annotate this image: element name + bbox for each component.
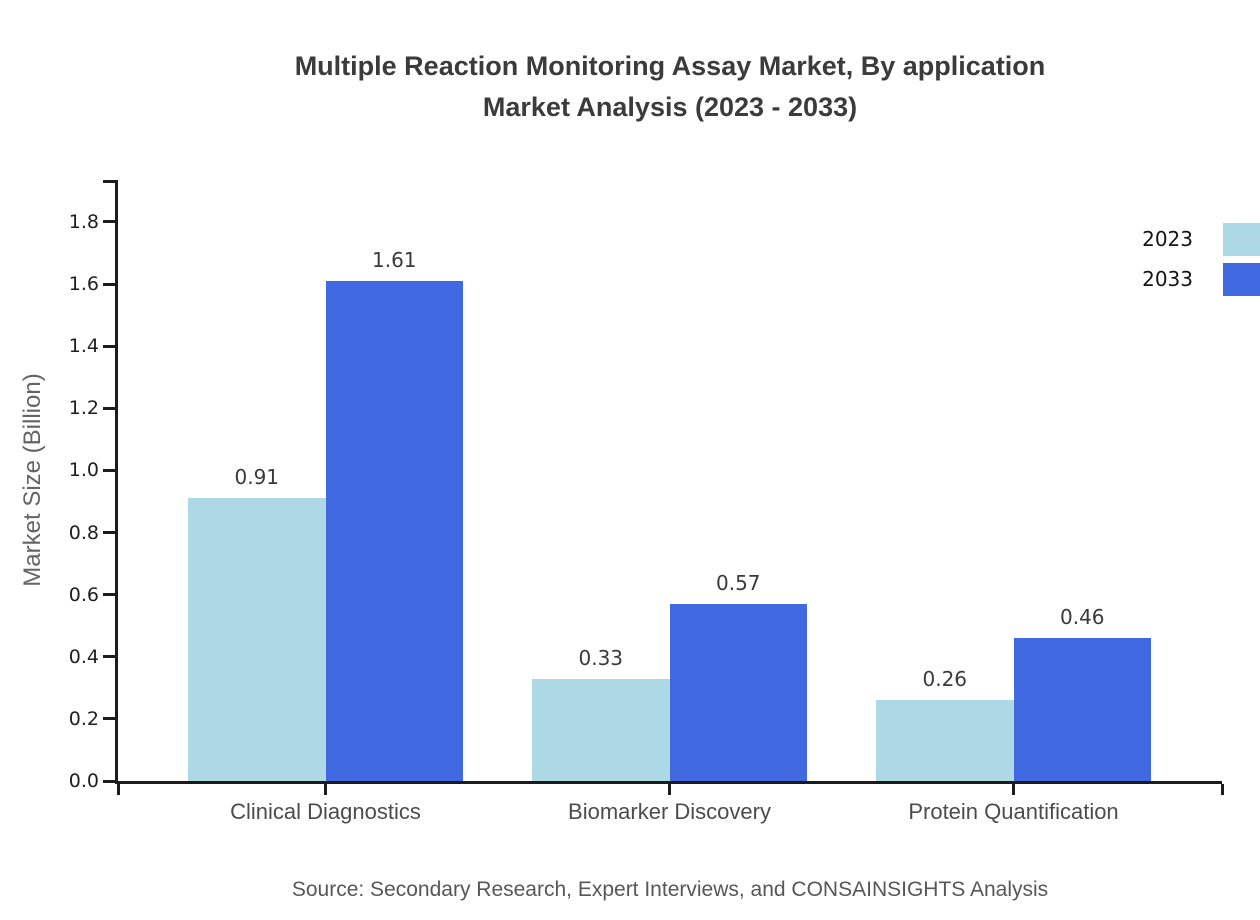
y-tick-label: 1.0	[68, 459, 99, 482]
y-tick-mark	[103, 655, 115, 659]
y-tick-mark	[103, 717, 115, 721]
x-tick-mark	[1012, 784, 1015, 795]
bar-2023-clinical-diagnostics	[188, 498, 326, 781]
y-tick-label: 1.8	[68, 210, 99, 233]
y-tick-label: 0.6	[68, 583, 99, 606]
legend-item-2023: 2023	[1142, 219, 1260, 259]
bar-2023-biomarker-discovery	[532, 678, 670, 781]
x-tick-mark	[668, 784, 671, 795]
y-tick-mark	[103, 593, 115, 597]
bar-2023-protein-quantification	[876, 700, 1014, 781]
legend-swatch-2033	[1223, 262, 1260, 296]
x-category-label: Protein Quantification	[908, 799, 1119, 824]
legend-item-2033: 2033	[1142, 259, 1260, 299]
y-tick-label: 1.2	[68, 397, 99, 420]
y-tick-mark	[103, 406, 115, 410]
x-category-label: Clinical Diagnostics	[230, 799, 421, 824]
y-axis-line	[115, 180, 118, 784]
bar-2033-clinical-diagnostics	[325, 280, 463, 781]
bar-value-label: 1.61	[371, 247, 417, 272]
y-tick-mark	[103, 468, 115, 472]
y-axis-top-cap	[103, 180, 115, 183]
bar-value-label: 0.33	[578, 645, 624, 670]
plot-area: 0.0 0.2 0.4 0.6 0.8 1.0 1.2 1.4 1.6 1.8 0.91 1.61 0…	[69, 180, 1224, 824]
y-tick-label: 0.2	[68, 707, 99, 730]
legend-swatch-2023	[1223, 222, 1260, 256]
y-tick-label: 1.4	[68, 335, 99, 358]
bar-value-label: 0.26	[922, 667, 968, 692]
y-tick-mark	[103, 344, 115, 348]
bar-2033-biomarker-discovery	[669, 603, 807, 781]
legend-label-2023: 2023	[1142, 227, 1193, 251]
y-tick-mark	[103, 531, 115, 535]
bar-value-label: 0.46	[1059, 605, 1105, 630]
legend: 2023 2033	[1142, 219, 1260, 299]
bar-value-label: 0.57	[715, 570, 761, 595]
chart-title-line1: Multiple Reaction Monitoring Assay Marke…	[294, 51, 1046, 81]
y-tick-label: 0.8	[68, 521, 99, 544]
chart-title: Multiple Reaction Monitoring Assay Marke…	[80, 46, 1260, 128]
x-tick-mark	[1220, 784, 1224, 795]
x-category-label: Biomarker Discovery	[568, 799, 771, 824]
y-tick-mark	[103, 779, 115, 783]
legend-label-2033: 2033	[1142, 267, 1193, 291]
x-axis-line	[115, 781, 1222, 784]
y-tick-mark	[103, 282, 115, 286]
chart-title-line2: Market Analysis (2023 - 2033)	[482, 92, 858, 122]
bar-2033-protein-quantification	[1013, 638, 1151, 781]
bar-value-label: 0.91	[234, 465, 280, 490]
y-axis-label: Market Size (Billion)	[19, 373, 46, 587]
y-tick-label: 0.4	[68, 645, 99, 668]
y-tick-mark	[103, 220, 115, 224]
source-note: Source: Secondary Research, Expert Inter…	[291, 878, 1049, 901]
x-tick-mark	[116, 784, 120, 795]
x-tick-mark	[324, 784, 327, 795]
y-tick-label: 1.6	[68, 273, 99, 296]
y-tick-label: 0.0	[68, 770, 99, 792]
